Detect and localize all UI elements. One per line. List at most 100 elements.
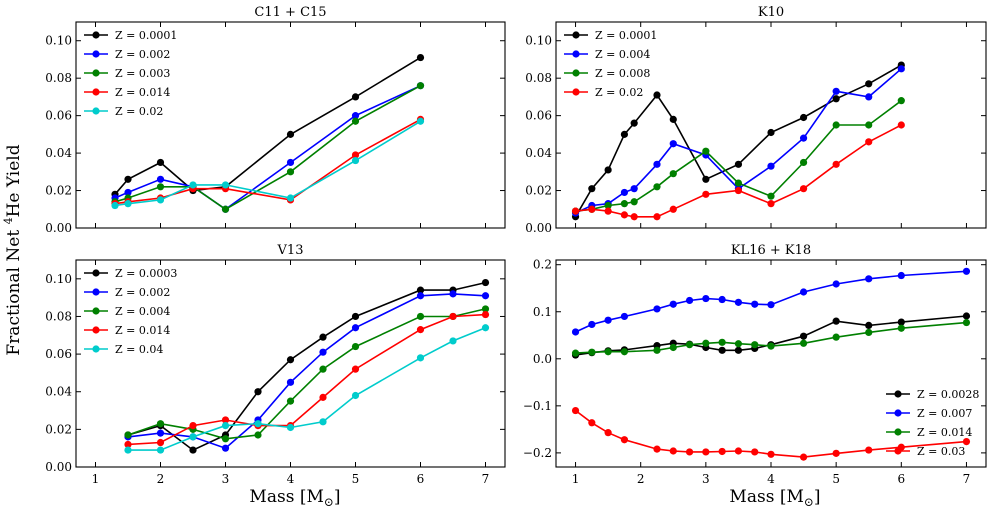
chart-1-legend-label-3: Z = 0.02 (595, 86, 643, 99)
chart-1-series-z-0-008-point (832, 121, 840, 129)
panel-c11-c15: C11 + C15 0.00 0.02 0.04 0.06 0.08 0.10 Z = 0.0… (45, 5, 506, 235)
chart-1-ytick-label-5: 0.10 (525, 34, 552, 48)
chart-2-series-z-0-04-point (319, 418, 327, 426)
chart-1-series-z-0-0001-point (702, 175, 710, 183)
chart-1-series-z-0-004-point (865, 93, 873, 101)
chart-3-legend-marker-2 (894, 428, 902, 436)
chart-3-series-z-0-03 (571, 406, 971, 461)
chart-3-series-z-0-03-point (962, 437, 971, 446)
chart-0-series-z-0-02-point (416, 117, 425, 125)
chart-3-legend-label-2: Z = 0.014 (917, 426, 972, 439)
chart-0-series-z-0-002-point (156, 175, 165, 183)
chart-3-series-z-0-007-point (685, 296, 694, 305)
chart-2-series-z-0-004 (124, 305, 490, 443)
chart-3-series-z-0-014-point (799, 339, 808, 347)
chart-0-title: C11 + C15 (254, 5, 326, 20)
chart-2-series-z-0-04-point (254, 420, 262, 428)
chart-2-series-z-0-002-point (351, 324, 360, 332)
chart-0-legend-marker-2 (92, 69, 100, 77)
chart-2-xtick-label-2: 2 (157, 472, 165, 486)
chart-1-series-z-0-0001-point (588, 185, 596, 193)
chart-3-series-z-0-03-point (799, 453, 808, 461)
chart-3-series-z-0-007-point (832, 280, 840, 288)
chart-3-series-z-0-014-point (718, 338, 726, 346)
chart-2-xtick-label-5: 5 (352, 472, 360, 486)
chart-0-legend-marker-3 (92, 88, 100, 96)
chart-2-xtick-label-1: 1 (92, 472, 100, 486)
chart-2-series-z-0-014-point (221, 416, 230, 424)
chart-0-ytick-label-4: 0.08 (45, 71, 72, 85)
chart-1-series-z-0-008-point (702, 147, 710, 155)
chart-3-series-z-0-03-point (751, 448, 759, 456)
chart-0-legend-label-3: Z = 0.014 (115, 86, 170, 99)
chart-3-ytick-label-2: 0.0 (533, 352, 552, 366)
chart-1-series-z-0-004-point (767, 162, 775, 170)
chart-3-series-z-0-014-point (653, 346, 661, 354)
chart-2-ytick-label-4: 0.08 (45, 309, 72, 323)
chart-1-series-z-0-004-point (799, 134, 808, 142)
chart-3-series-z-0-03-point (588, 419, 596, 427)
chart-3-series-z-0-014-point (734, 340, 743, 348)
chart-3-series-z-0-014-point (588, 348, 596, 356)
chart-0-series-z-0-0001-point (286, 130, 295, 138)
chart-3-series-z-0-007-point (571, 328, 580, 336)
chart-1-legend-label-0: Z = 0.0001 (595, 29, 657, 42)
chart-1-series-z-0-02-point (653, 213, 661, 221)
chart-2-series-z-0-004-point (481, 305, 490, 313)
chart-1-series-z-0-004-point (897, 65, 905, 73)
chart-0-series-z-0-0001-point (156, 158, 165, 167)
chart-3-series-z-0-007-point (767, 301, 775, 309)
chart-0-ytick-label-0: 0.00 (45, 221, 72, 235)
chart-2-series-z-0-04-point (124, 446, 132, 454)
chart-1-series-z-0-004-point (630, 185, 638, 193)
chart-3-series-z-0-007-point (962, 267, 971, 275)
chart-0-series-z-0-003-point (221, 205, 230, 213)
chart-2-legend-marker-3 (92, 326, 100, 334)
chart-0-legend-label-0: Z = 0.0001 (115, 29, 177, 42)
chart-1-series-z-0-008-point (669, 170, 677, 178)
chart-1-series-z-0-004-point (669, 140, 677, 148)
chart-3-series-z-0-007-point (653, 305, 661, 313)
chart-3-xtick-label-3: 3 (702, 472, 710, 486)
chart-1-series-z-0-004-point (832, 87, 840, 95)
chart-3-xtick-label-7: 7 (963, 472, 971, 486)
chart-3-series-z-0-03-point (767, 450, 775, 458)
chart-3-xtick-label-6: 6 (897, 472, 905, 486)
chart-2-series-z-0-002-point (319, 348, 327, 356)
chart-2-series-z-0-04-point (221, 422, 230, 430)
chart-0-series-z-0-003-point (416, 82, 425, 90)
chart-1-series-z-0-0001-point (669, 115, 677, 123)
chart-0-legend-marker-4 (92, 107, 100, 115)
chart-1-series-z-0-02-point (865, 138, 873, 146)
chart-2-series-z-0-004-point (351, 342, 360, 351)
chart-2-legend-marker-1 (92, 288, 100, 296)
chart-0-ytick-label-2: 0.04 (45, 146, 72, 160)
chart-1-title: K10 (758, 5, 784, 20)
chart-1-series-z-0-008-point (799, 158, 808, 167)
chart-3-series-z-0-007-point (734, 298, 743, 306)
chart-0-series-z-0-02-point (286, 194, 295, 202)
chart-2-series-z-0-04-point (449, 337, 457, 345)
chart-3-series-z-0-014-point (685, 341, 694, 349)
chart-1-legend-marker-0 (572, 31, 580, 39)
chart-2-series-z-0-004-point (156, 420, 165, 428)
chart-3-series-z-0-007 (571, 267, 971, 336)
chart-0-series-z-0-0001-point (351, 93, 360, 101)
chart-1-series-z-0-008-point (734, 179, 743, 187)
chart-1-series-z-0-0001-point (604, 166, 612, 174)
chart-3-series-z-0-014-point (767, 342, 775, 350)
chart-1-series-z-0-02-point (832, 160, 840, 168)
chart-3-series-z-0-03-point (734, 447, 743, 455)
chart-0-legend-marker-0 (92, 31, 100, 39)
chart-0-legend: Z = 0.0001 Z = 0.002 Z = 0.003 Z = 0.014 Z =… (84, 29, 177, 118)
chart-0-series-z-0-02-point (189, 181, 197, 189)
chart-2-series-z-0-004-point (286, 397, 295, 405)
chart-3-title: KL16 + K18 (731, 243, 811, 258)
chart-2-series-z-0-002-point (286, 378, 295, 386)
chart-0-series-z-0-02-point (351, 156, 360, 165)
chart-2-series-z-0-04-point (351, 391, 360, 400)
chart-2-series-z-0-04-point (286, 423, 295, 432)
chart-3-series-z-0-0028-point (734, 346, 743, 354)
chart-1-series-z-0-008-point (620, 200, 629, 208)
